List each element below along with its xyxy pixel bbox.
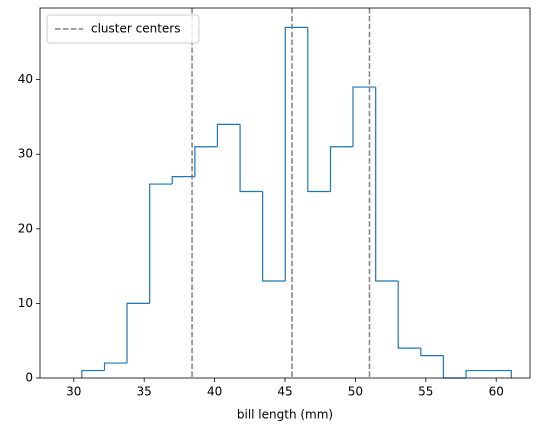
histogram-step	[81, 369, 105, 378]
y-tick-label: 10	[18, 296, 33, 310]
x-tick-label: 35	[137, 385, 152, 399]
x-tick-label: 60	[489, 385, 504, 399]
legend-label: cluster centers	[91, 22, 180, 36]
histogram-step	[216, 123, 241, 147]
histogram-step	[420, 348, 444, 357]
histogram-step	[103, 362, 128, 371]
histogram-step	[442, 355, 467, 379]
histogram-step	[307, 27, 331, 193]
histogram-step	[171, 175, 195, 185]
y-tick-label: 0	[25, 371, 33, 385]
x-tick-label: 50	[348, 385, 363, 399]
histogram-step	[488, 369, 512, 378]
histogram-step	[397, 281, 421, 349]
histogram-step	[465, 369, 489, 378]
x-tick-label: 55	[418, 385, 433, 399]
histogram-step	[239, 124, 263, 193]
legend: cluster centers	[46, 14, 200, 44]
x-tick-label: 40	[207, 385, 222, 399]
x-axis-label: bill length (mm)	[237, 408, 333, 422]
histogram-step	[126, 302, 150, 364]
y-tick-label: 40	[18, 72, 33, 86]
histogram-step	[149, 183, 173, 304]
histogram-step	[329, 146, 354, 192]
histogram-step	[262, 191, 286, 282]
histogram-step	[352, 86, 376, 147]
y-tick-label: 30	[18, 147, 33, 161]
axes-frame	[39, 7, 531, 379]
y-tick-label: 20	[18, 221, 33, 235]
histogram-step	[194, 146, 218, 177]
legend-box	[46, 14, 200, 44]
histogram-step	[284, 26, 308, 282]
x-tick-label: 45	[277, 385, 292, 399]
histogram-step	[375, 87, 399, 282]
x-tick-label: 30	[66, 385, 81, 399]
